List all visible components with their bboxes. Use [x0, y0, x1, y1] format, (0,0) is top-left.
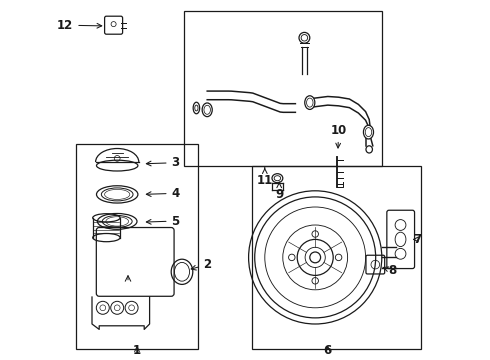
Text: 3: 3: [147, 156, 180, 169]
Text: 10: 10: [330, 124, 347, 148]
Text: 7: 7: [414, 233, 421, 246]
Ellipse shape: [202, 103, 212, 117]
Text: 6: 6: [324, 345, 332, 357]
Bar: [76, 144, 198, 349]
Text: 5: 5: [147, 215, 180, 228]
Text: 9: 9: [275, 182, 283, 201]
Text: 2: 2: [191, 258, 212, 271]
Bar: [252, 166, 421, 349]
Text: 8: 8: [383, 264, 396, 277]
Text: 4: 4: [147, 187, 180, 200]
Text: 11: 11: [257, 168, 273, 186]
Ellipse shape: [305, 96, 315, 109]
Text: 1: 1: [133, 345, 141, 357]
Bar: [184, 11, 382, 166]
Text: 12: 12: [57, 19, 102, 32]
Ellipse shape: [364, 125, 373, 139]
